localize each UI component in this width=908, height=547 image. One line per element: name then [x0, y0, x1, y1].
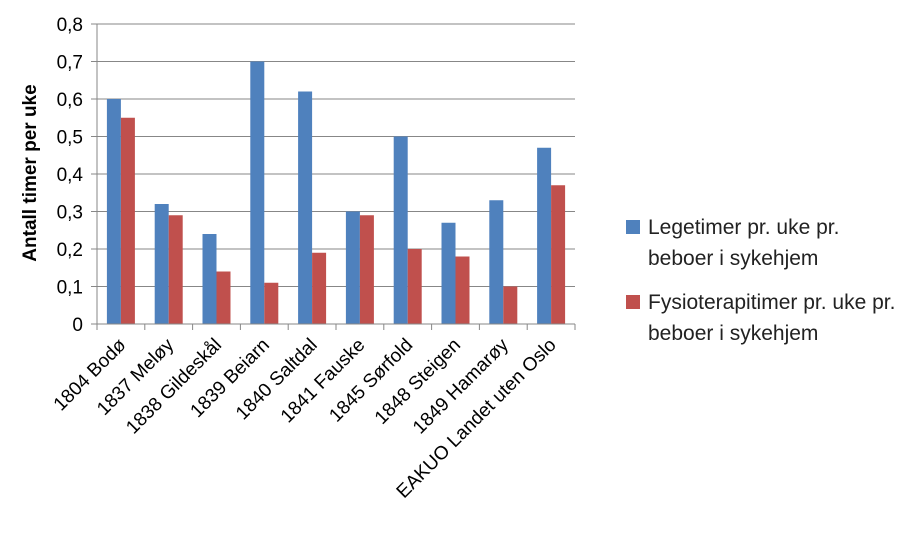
- bar-legetimer: [106, 99, 121, 324]
- bar-legetimer: [537, 147, 552, 324]
- legend: Legetimer pr. uke pr. beboer i sykehjem …: [626, 212, 906, 362]
- bar-legetimer: [393, 136, 408, 324]
- legend-label-legetimer: Legetimer pr. uke pr. beboer i sykehjem: [648, 216, 840, 270]
- y-axis-label: Antall timer per uke: [20, 84, 41, 261]
- legend-swatch-fysioterapitimer: [626, 295, 640, 309]
- y-tick-label: 0,3: [57, 203, 83, 224]
- y-tick-label: 0,6: [57, 90, 83, 111]
- bar-fysioterapitimer: [168, 215, 183, 324]
- y-tick-label: 0: [72, 315, 83, 336]
- bar-fysioterapitimer: [359, 215, 374, 324]
- bar-legetimer: [202, 234, 217, 324]
- bar-legetimer: [441, 222, 456, 324]
- y-tick-label: 0,4: [57, 165, 84, 186]
- legend-item-fysioterapitimer: Fysioterapitimer pr. uke pr. beboer i sy…: [626, 287, 906, 349]
- y-tick-label: 0,2: [57, 240, 83, 261]
- bar-fysioterapitimer: [455, 256, 470, 324]
- legend-item-legetimer: Legetimer pr. uke pr. beboer i sykehjem: [626, 212, 906, 274]
- y-tick-label: 0,5: [57, 128, 83, 149]
- bar-fysioterapitimer: [503, 286, 518, 324]
- bar-fysioterapitimer: [407, 249, 422, 324]
- legend-swatch-legetimer: [626, 220, 640, 234]
- bar-legetimer: [154, 204, 169, 324]
- bar-fysioterapitimer: [312, 252, 327, 324]
- y-tick-label: 0,8: [57, 15, 83, 36]
- bar-fysioterapitimer: [264, 282, 279, 324]
- bar-legetimer: [298, 91, 313, 324]
- bars: [106, 61, 566, 324]
- bar-fysioterapitimer: [120, 117, 135, 324]
- bar-legetimer: [345, 211, 360, 324]
- bar-fysioterapitimer: [551, 185, 566, 324]
- bar-legetimer: [489, 200, 504, 324]
- axes: [96, 24, 576, 330]
- y-tick-labels: 0 0,1 0,2 0,3 0,4 0,5 0,6 0,7 0,8: [57, 15, 84, 336]
- y-tick-label: 0,7: [57, 53, 83, 74]
- legend-label-fysioterapitimer: Fysioterapitimer pr. uke pr. beboer i sy…: [648, 291, 896, 345]
- y-tick-label: 0,1: [57, 278, 83, 299]
- bar-legetimer: [250, 61, 265, 324]
- bar-fysioterapitimer: [216, 271, 231, 324]
